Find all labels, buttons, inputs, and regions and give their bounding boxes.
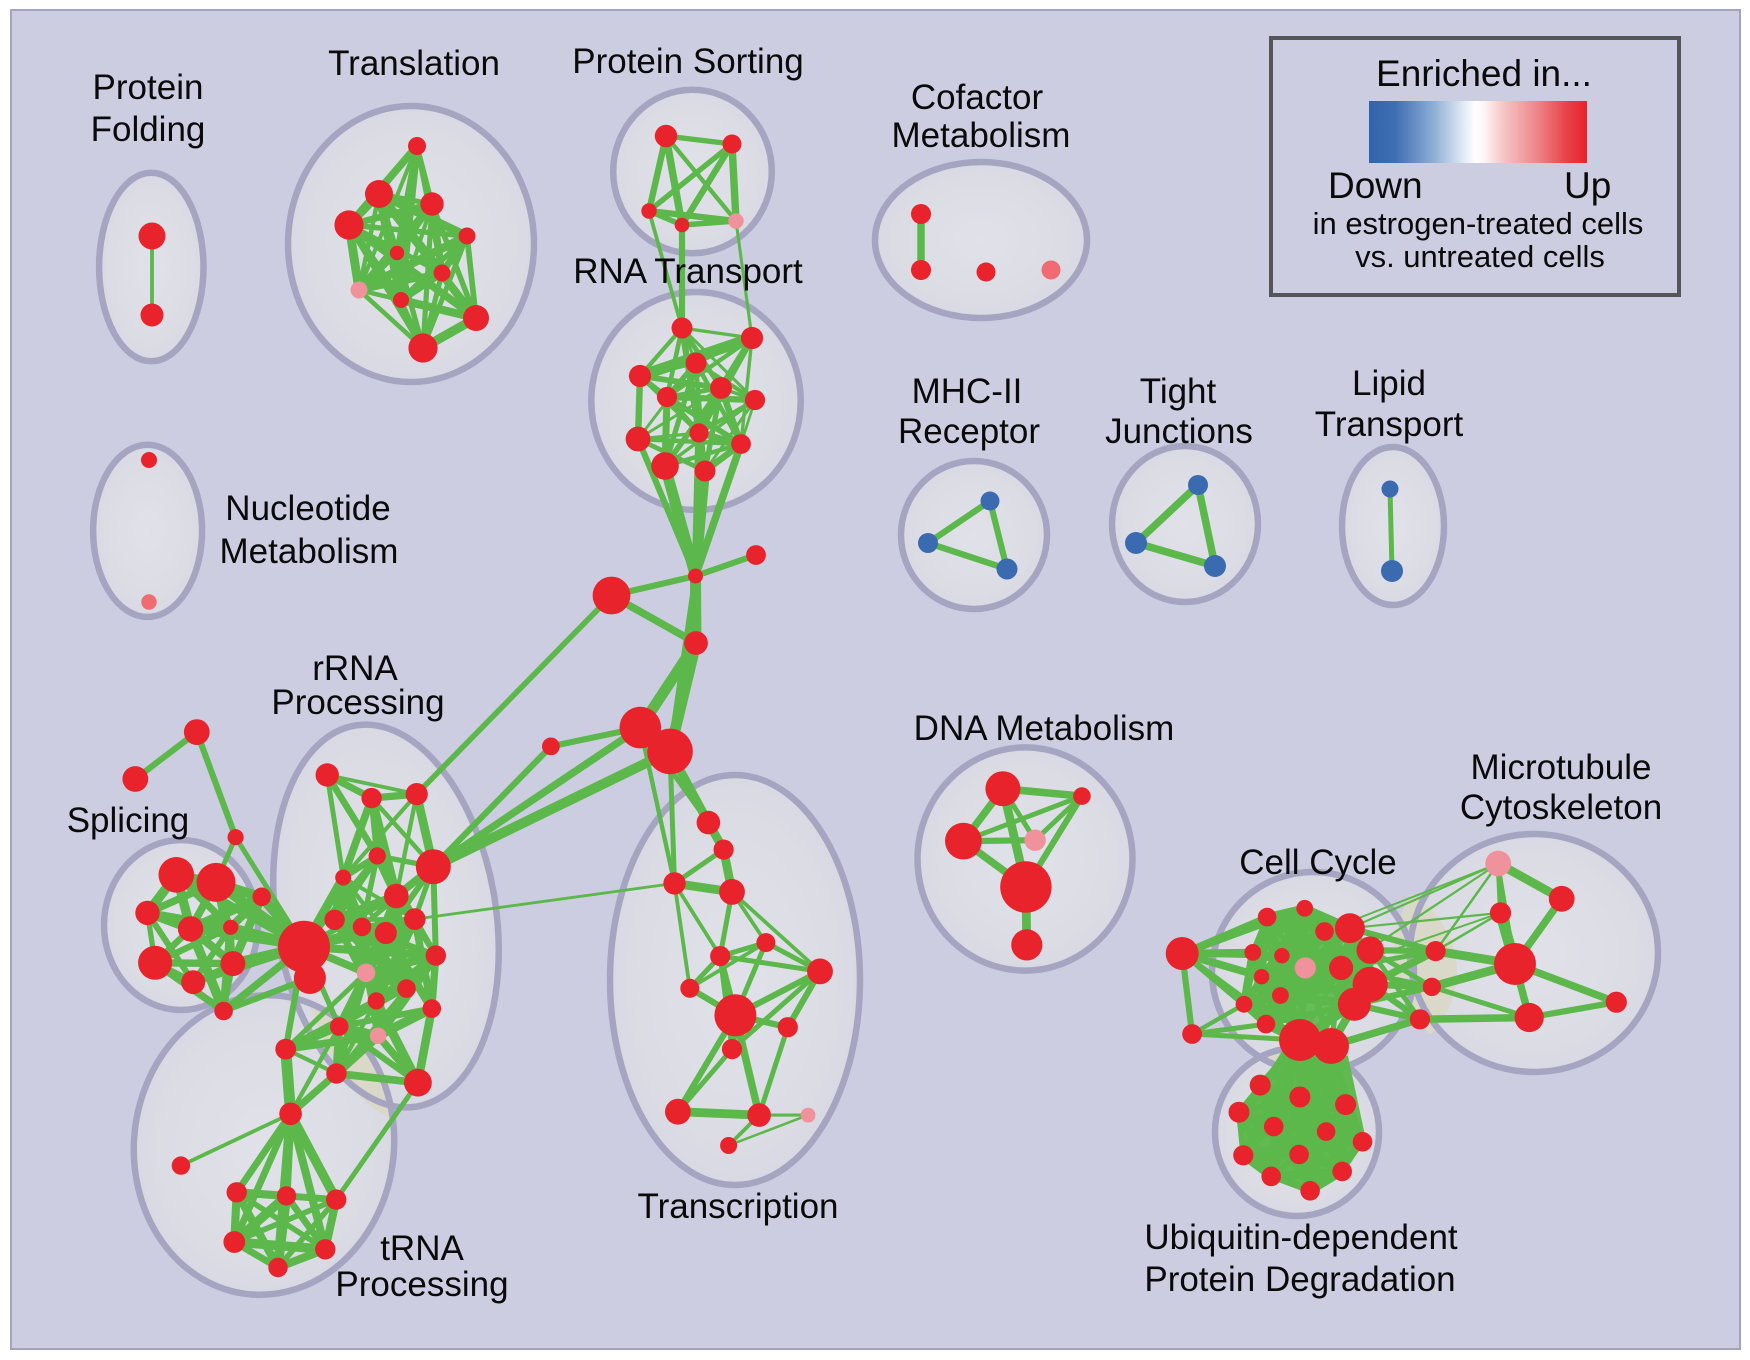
svg-text:in estrogen-treated cells: in estrogen-treated cells bbox=[1313, 206, 1644, 241]
svg-text:Protein Degradation: Protein Degradation bbox=[1144, 1260, 1455, 1299]
svg-text:Tight: Tight bbox=[1140, 372, 1217, 411]
svg-text:Up: Up bbox=[1564, 165, 1611, 206]
svg-text:Transcription: Transcription bbox=[638, 1187, 839, 1226]
svg-text:Junctions: Junctions bbox=[1105, 412, 1253, 451]
svg-text:Receptor: Receptor bbox=[898, 412, 1040, 451]
svg-text:rRNA: rRNA bbox=[312, 649, 398, 688]
svg-text:Down: Down bbox=[1328, 165, 1423, 206]
svg-text:DNA Metabolism: DNA Metabolism bbox=[914, 709, 1175, 748]
svg-text:Translation: Translation bbox=[328, 44, 500, 83]
svg-text:Protein Sorting: Protein Sorting bbox=[572, 42, 804, 81]
svg-text:Protein: Protein bbox=[93, 68, 204, 107]
svg-text:tRNA: tRNA bbox=[380, 1229, 464, 1268]
svg-text:Processing: Processing bbox=[335, 1265, 508, 1304]
svg-text:Ubiquitin-dependent: Ubiquitin-dependent bbox=[1144, 1218, 1458, 1257]
svg-text:MHC-II: MHC-II bbox=[912, 372, 1023, 411]
svg-text:Folding: Folding bbox=[91, 110, 206, 149]
svg-text:Nucleotide: Nucleotide bbox=[225, 489, 390, 528]
svg-text:Metabolism: Metabolism bbox=[892, 116, 1071, 155]
svg-text:RNA Transport: RNA Transport bbox=[573, 252, 803, 291]
svg-text:Metabolism: Metabolism bbox=[220, 532, 399, 571]
svg-text:Microtubule: Microtubule bbox=[1471, 748, 1652, 787]
svg-text:vs. untreated cells: vs. untreated cells bbox=[1355, 239, 1605, 274]
svg-text:Cell Cycle: Cell Cycle bbox=[1239, 843, 1397, 882]
svg-text:Enriched in...: Enriched in... bbox=[1376, 53, 1592, 94]
svg-text:Transport: Transport bbox=[1315, 405, 1464, 444]
svg-text:Cofactor: Cofactor bbox=[911, 78, 1044, 117]
svg-text:Processing: Processing bbox=[271, 683, 444, 722]
svg-text:Cytoskeleton: Cytoskeleton bbox=[1460, 788, 1662, 827]
svg-text:Splicing: Splicing bbox=[67, 801, 190, 840]
svg-text:Lipid: Lipid bbox=[1352, 364, 1426, 403]
